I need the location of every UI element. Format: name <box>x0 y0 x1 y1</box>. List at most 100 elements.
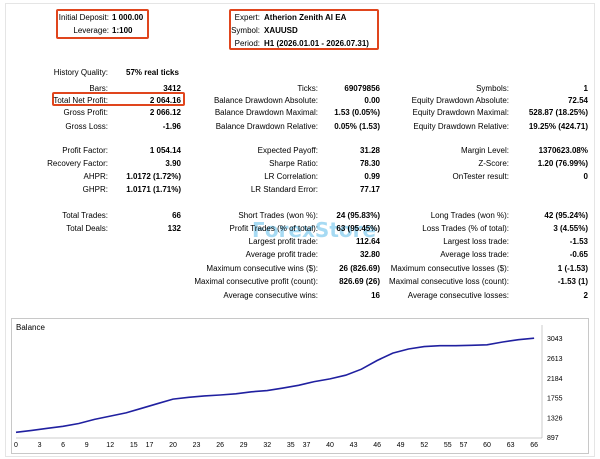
x-tick-label: 20 <box>169 442 177 449</box>
stat-middle-label: Maximum consecutive wins ($): <box>206 264 318 273</box>
stat-left-value: 1 054.14 <box>149 146 181 155</box>
stat-right-label: Long Trades (won %): <box>430 211 509 220</box>
watermark-text: ForexStore <box>252 218 377 242</box>
stat-middle-value: 26 (826.69) <box>339 264 380 273</box>
stat-left-value: 2 066.12 <box>149 108 181 117</box>
stat-middle-value: 24 (95.83%) <box>336 211 380 220</box>
stat-middle-label: Balance Drawdown Maximal: <box>214 108 318 117</box>
stat-middle-value: 31.28 <box>359 146 380 155</box>
x-tick-label: 37 <box>303 442 311 449</box>
stat-middle-value: 1.53 (0.05%) <box>334 108 380 117</box>
stat-right-value: 1 <box>583 84 588 93</box>
x-tick-label: 26 <box>216 442 224 449</box>
expert-label: Expert: <box>234 13 260 22</box>
x-tick-label: 0 <box>14 442 18 449</box>
chart-title: Balance <box>16 323 45 332</box>
y-tick-label: 2184 <box>547 376 563 383</box>
period-value: H1 (2026.01.01 - 2026.07.31) <box>264 39 369 48</box>
stat-middle-label: Sharpe Ratio: <box>269 159 318 168</box>
stat-right-value: 19.25% (424.71) <box>528 122 588 131</box>
stat-right-label: Equity Drawdown Maximal: <box>412 108 509 117</box>
stat-middle-label: Ticks: <box>297 84 318 93</box>
stat-right-value: 72.54 <box>567 96 588 105</box>
stat-right-value: 528.87 (18.25%) <box>528 108 588 117</box>
initial-deposit-value: 1 000.00 <box>112 13 144 22</box>
leverage-value: 1:100 <box>112 26 133 35</box>
stat-middle-label: Expected Payoff: <box>257 146 318 155</box>
x-tick-label: 55 <box>444 442 452 449</box>
x-tick-label: 49 <box>397 442 405 449</box>
stat-left-label: Total Trades: <box>62 211 108 220</box>
stat-middle-value: 0.99 <box>364 172 380 181</box>
x-tick-label: 35 <box>287 442 295 449</box>
x-tick-label: 66 <box>530 442 538 449</box>
x-tick-label: 15 <box>130 442 138 449</box>
stat-right-value: 1.20 (76.99%) <box>537 159 588 168</box>
stat-left-value: 1.0172 (1.72%) <box>126 172 181 181</box>
x-tick-label: 3 <box>38 442 42 449</box>
y-tick-label: 897 <box>547 435 559 442</box>
stat-left-label: Total Net Profit: <box>53 96 108 105</box>
x-tick-label: 57 <box>460 442 468 449</box>
deposit-highlight-box <box>56 9 149 39</box>
stat-left-value: 1.0171 (1.71%) <box>126 185 181 194</box>
stat-right-value: -0.65 <box>569 250 588 259</box>
leverage-label: Leverage: <box>73 26 109 35</box>
stat-left-label: Profit Factor: <box>62 146 108 155</box>
x-tick-label: 43 <box>350 442 358 449</box>
stat-right-value: 3 (4.55%) <box>553 224 588 233</box>
balance-line <box>15 337 535 434</box>
stat-middle-value: 77.17 <box>359 185 380 194</box>
balance-chart-svg: 0 3 6 9 12 15 17 20 23 26 29 32 35 37 40 43 46 49 52 55 57 60… <box>14 325 563 449</box>
stat-left-label: Gross Profit: <box>63 108 108 117</box>
stat-middle-label: Average consecutive wins: <box>223 291 318 300</box>
stat-middle-value: 112.64 <box>355 237 380 246</box>
stat-middle-label: Balance Drawdown Absolute: <box>213 96 318 105</box>
stat-middle-label: Short Trades (won %): <box>238 211 318 220</box>
x-tick-label: 23 <box>193 442 201 449</box>
stat-middle-value: 69079856 <box>344 84 380 93</box>
x-tick-label: 9 <box>85 442 89 449</box>
stat-left-label: AHPR: <box>83 172 108 181</box>
stat-left-label: Gross Loss: <box>65 122 108 131</box>
stat-right-label: Symbols: <box>476 84 509 93</box>
period-label: Period: <box>234 39 260 48</box>
stat-left-value: 2 064.16 <box>149 96 181 105</box>
stat-right-label: Maximal consecutive loss (count): <box>388 277 509 286</box>
stat-left-value: 57% real ticks <box>126 68 179 77</box>
x-tick-label: 17 <box>146 442 154 449</box>
y-tick-label: 2613 <box>547 356 563 363</box>
stat-right-value: -1.53 <box>569 237 588 246</box>
x-tick-label: 52 <box>420 442 428 449</box>
symbol-label: Symbol: <box>231 26 260 35</box>
stat-middle-value: 78.30 <box>359 159 380 168</box>
stat-right-value: 2 <box>583 291 588 300</box>
expert-value: Atherion Zenith AI EA <box>264 13 347 22</box>
stat-middle-value: 0.05% (1.53) <box>334 122 380 131</box>
stat-right-label: Margin Level: <box>460 146 509 155</box>
stat-middle-label: LR Standard Error: <box>250 185 318 194</box>
y-tick-label: 1755 <box>547 396 563 403</box>
stat-middle-label: Balance Drawdown Relative: <box>215 122 318 131</box>
stat-right-value: -1.53 (1) <box>557 277 588 286</box>
stat-right-label: Equity Drawdown Absolute: <box>411 96 509 105</box>
x-tick-label: 6 <box>61 442 65 449</box>
stat-left-label: Total Deals: <box>66 224 108 233</box>
stat-middle-value: 32.80 <box>359 250 380 259</box>
stat-middle-label: Profit Trades (% of total): <box>229 224 318 233</box>
stat-right-label: Z-Score: <box>478 159 509 168</box>
x-tick-label: 40 <box>326 442 334 449</box>
stat-right-label: Loss Trades (% of total): <box>422 224 509 233</box>
stat-left-value: 3.90 <box>165 159 181 168</box>
x-tick-label: 32 <box>263 442 271 449</box>
stat-right-value: 1 (-1.53) <box>557 264 588 273</box>
stat-right-label: Largest loss trade: <box>443 237 509 246</box>
x-tick-label: 46 <box>373 442 381 449</box>
stat-left-label: GHPR: <box>82 185 108 194</box>
balance-chart: Balance 0 3 6 9 12 15 17 20 23 26 29 32 35 37 40 43 46 49… <box>11 318 589 454</box>
stat-middle-label: Largest profit trade: <box>248 237 318 246</box>
stat-right-value: 1370623.08% <box>538 146 588 155</box>
x-tick-label: 63 <box>507 442 515 449</box>
symbol-value: XAUUSD <box>264 26 298 35</box>
stat-right-label: Average loss trade: <box>440 250 509 259</box>
